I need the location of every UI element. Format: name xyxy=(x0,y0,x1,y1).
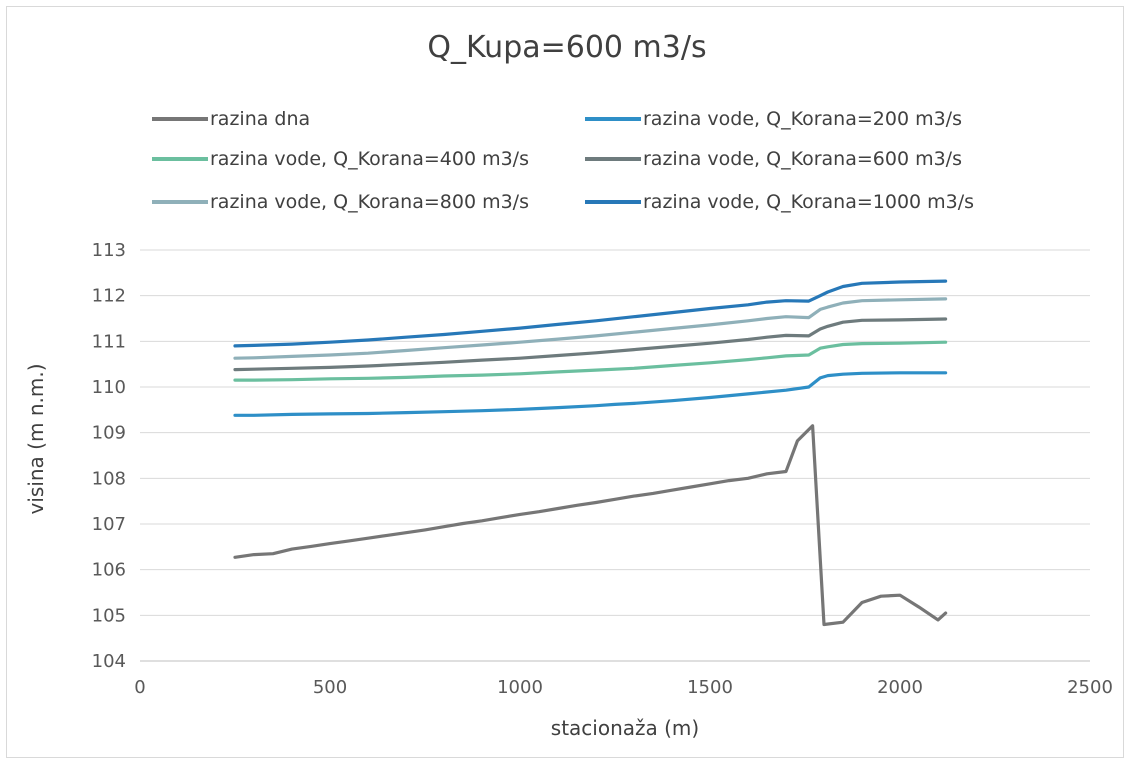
legend-label: razina vode, Q_Korana=800 m3/s xyxy=(210,191,529,213)
series-line-4 xyxy=(233,297,948,360)
legend-item-korana-800: razina vode, Q_Korana=800 m3/s xyxy=(152,190,529,214)
x-tick-label: 1500 xyxy=(687,677,733,698)
x-tick-label: 1000 xyxy=(497,677,543,698)
gridlines xyxy=(140,249,1090,616)
x-tick-label: 0 xyxy=(134,677,145,698)
y-tick-label: 108 xyxy=(92,468,126,489)
series-line-2 xyxy=(233,340,948,382)
y-tick-label: 111 xyxy=(92,331,126,352)
y-tick-label: 104 xyxy=(92,651,126,672)
y-tick-label: 106 xyxy=(92,560,126,581)
legend-item-korana-400: razina vode, Q_Korana=400 m3/s xyxy=(152,147,529,171)
y-tick-label: 109 xyxy=(92,423,126,444)
legend-label: razina vode, Q_Korana=1000 m3/s xyxy=(643,191,975,213)
series-line-5 xyxy=(233,279,948,348)
series-line-3 xyxy=(233,317,948,372)
legend-swatch xyxy=(152,200,208,204)
y-tick-label: 113 xyxy=(92,240,126,261)
x-axis-title: stacionaža (m) xyxy=(551,716,699,740)
legend-item-razina-dna: razina dna xyxy=(152,107,310,131)
y-tick-label: 107 xyxy=(92,514,126,535)
x-tick-label: 2000 xyxy=(877,677,923,698)
y-axis-title: visina (m n.m.) xyxy=(24,364,48,515)
legend-swatch xyxy=(585,117,641,121)
legend-label: razina vode, Q_Korana=200 m3/s xyxy=(643,108,962,130)
legend-label: razina vode, Q_Korana=400 m3/s xyxy=(210,148,529,170)
legend-item-korana-200: razina vode, Q_Korana=200 m3/s xyxy=(585,107,962,131)
series-line-1 xyxy=(233,371,948,417)
legend-item-korana-600: razina vode, Q_Korana=600 m3/s xyxy=(585,147,962,171)
legend-label: razina vode, Q_Korana=600 m3/s xyxy=(643,148,962,170)
legend-swatch xyxy=(585,157,641,161)
y-tick-label: 105 xyxy=(92,605,126,626)
legend-label: razina dna xyxy=(210,108,311,130)
legend-swatch xyxy=(585,200,641,204)
chart-frame xyxy=(6,6,1124,758)
legend-item-korana-1000: razina vode, Q_Korana=1000 m3/s xyxy=(585,190,974,214)
series-line-0 xyxy=(233,424,948,627)
x-tick-label: 2500 xyxy=(1067,677,1113,698)
y-tick-label: 110 xyxy=(92,377,126,398)
y-tick-label: 112 xyxy=(92,286,126,307)
legend-swatch xyxy=(152,157,208,161)
x-tick-label: 500 xyxy=(313,677,347,698)
tick-labels: 104 105 106 107 108 109 110 111 112 113 0 500 1000 15… xyxy=(92,240,1113,698)
legend-swatch xyxy=(152,117,208,121)
series-lines xyxy=(233,279,948,627)
chart-title: Q_Kupa=600 m3/s xyxy=(427,30,707,65)
